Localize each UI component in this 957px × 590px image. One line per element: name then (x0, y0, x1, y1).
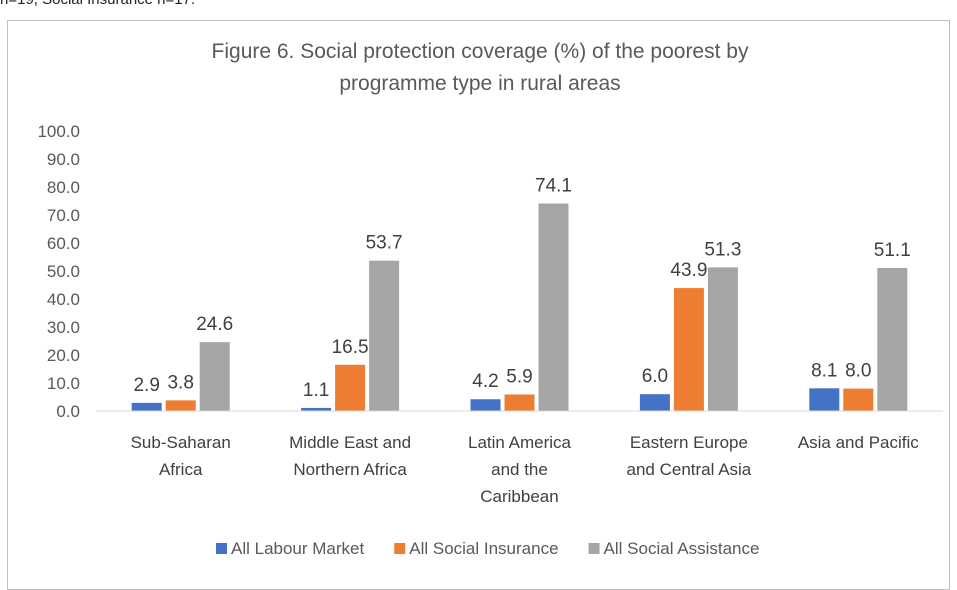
bar (199, 342, 230, 411)
data-label: 8.1 (811, 360, 837, 381)
y-axis: 0.0 10.0 20.0 30.0 40.0 50.0 60.0 70.0 80.0 90.0 1… (37, 122, 80, 421)
category-label: Asia and Pacific (798, 433, 919, 452)
data-label: 8.0 (845, 361, 871, 382)
bars (131, 203, 908, 411)
chart-title-line: Figure 6. Social protection coverage (%)… (212, 40, 749, 63)
category-label: Middle East and (289, 433, 411, 452)
chart-frame (7, 20, 950, 590)
bar (369, 260, 400, 411)
y-tick-label: 60.0 (47, 234, 80, 253)
data-label: 74.1 (535, 176, 572, 197)
bar (165, 400, 196, 411)
data-label: 43.9 (670, 260, 707, 281)
data-label: 53.7 (366, 233, 403, 254)
category-label: Eastern Europe (630, 433, 748, 452)
y-tick-label: 10.0 (47, 374, 80, 393)
data-label: 51.1 (874, 240, 911, 261)
bar (843, 388, 874, 411)
bar (470, 399, 501, 411)
category-label: and Central Asia (627, 460, 752, 479)
data-label: 5.9 (506, 366, 532, 387)
chart-title-line: programme type in rural areas (339, 72, 620, 95)
bar (504, 394, 535, 411)
category-label: Latin America (468, 433, 572, 452)
y-tick-label: 70.0 (47, 206, 80, 225)
bar (301, 407, 332, 411)
x-axis: Sub-Saharan Africa Middle East and Northern… (96, 410, 943, 506)
data-label: 1.1 (303, 380, 329, 401)
category-label: Caribbean (480, 487, 558, 506)
y-tick-label: 20.0 (47, 346, 80, 365)
data-label: 16.5 (332, 337, 369, 358)
data-label: 51.3 (704, 239, 741, 260)
category-label: Northern Africa (293, 460, 407, 479)
data-label: 6.0 (642, 366, 668, 387)
data-label: 4.2 (472, 371, 498, 392)
legend-swatch (588, 543, 600, 554)
legend-label: All Social Insurance (409, 539, 558, 558)
y-tick-label: 40.0 (47, 290, 80, 309)
top-caption-fragment: n=19, Social Insurance n=17. (0, 0, 195, 8)
bar (639, 394, 670, 411)
y-tick-label: 50.0 (47, 262, 80, 281)
y-tick-label: 0.0 (56, 402, 80, 421)
legend-swatch (216, 543, 227, 554)
legend-swatch (394, 543, 406, 554)
y-tick-label: 80.0 (47, 178, 80, 197)
legend-label: All Social Assistance (604, 539, 760, 558)
bar (707, 267, 738, 411)
bar (131, 402, 162, 411)
bar (538, 203, 569, 411)
data-label: 2.9 (133, 375, 159, 396)
y-tick-label: 100.0 (37, 122, 80, 141)
y-tick-label: 30.0 (47, 318, 80, 337)
bar (877, 267, 908, 411)
category-label: and the (491, 460, 548, 479)
bar (673, 288, 704, 411)
data-label: 24.6 (196, 314, 233, 335)
category-label: Africa (159, 460, 203, 479)
data-label: 3.8 (167, 372, 193, 393)
y-tick-label: 90.0 (47, 150, 80, 169)
category-label: Sub-Saharan (131, 433, 231, 452)
bar (335, 364, 366, 411)
data-labels: 2.9 3.824.61.116.553.74.2 5.974.16.043.951… (133, 176, 910, 401)
bar (809, 388, 840, 411)
chart-title: Figure 6. Social protection coverage (%)… (212, 40, 749, 95)
legend-label: All Labour Market (231, 539, 365, 558)
legend: All Labour Market All Social Insurance All… (216, 539, 759, 558)
